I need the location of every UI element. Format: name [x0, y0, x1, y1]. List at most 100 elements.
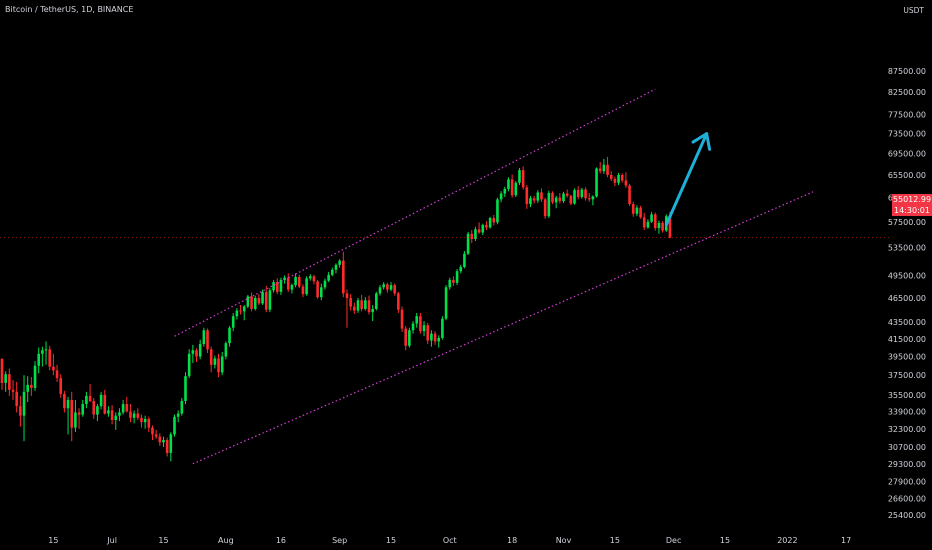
- candle-body: [415, 316, 419, 324]
- price-tick-label: 46500.00: [888, 294, 926, 303]
- candle-body: [650, 214, 653, 222]
- candle-body: [371, 308, 374, 313]
- date-tick-label: 17: [841, 536, 851, 545]
- candle-body: [294, 276, 297, 286]
- candle-body: [386, 284, 389, 290]
- quote-unit-label: USDT: [903, 6, 924, 15]
- date-tick-label: Dec: [666, 536, 681, 545]
- candle-body: [606, 164, 609, 175]
- price-tick-label: 65500.00: [888, 171, 926, 180]
- price-tick-label: 53500.00: [888, 244, 926, 253]
- candle-body: [426, 325, 430, 341]
- price-tick-label: 73500.00: [888, 130, 926, 139]
- forecast-arrow-head: [691, 132, 712, 151]
- candle-body: [598, 168, 602, 172]
- candle-body: [591, 196, 595, 200]
- candle-body: [452, 279, 455, 283]
- candle-body: [184, 376, 187, 401]
- candle-body: [404, 328, 407, 346]
- candle-body: [264, 291, 268, 310]
- candle-body: [378, 287, 382, 294]
- drawings: [0, 88, 892, 465]
- candle-body: [521, 170, 525, 188]
- candle-body: [8, 374, 11, 390]
- candle-body: [118, 412, 121, 416]
- candle-body: [99, 394, 103, 407]
- chart-title: Bitcoin / TetherUS, 1D, BINANCE: [5, 5, 134, 14]
- date-axis[interactable]: 15 Jul 15 Aug 16 Sep 15 Oct 18 Nov 15 Dec 15 2022 17: [48, 536, 851, 545]
- candle-body: [448, 279, 452, 288]
- candle-body: [536, 192, 540, 201]
- candle-body: [345, 293, 349, 298]
- candle-body: [602, 164, 606, 172]
- date-tick-label: 18: [507, 536, 517, 545]
- price-tick-label: 43500.00: [888, 318, 926, 327]
- candle-body: [147, 418, 151, 428]
- candle-body: [353, 306, 356, 311]
- candle-body: [430, 333, 433, 341]
- price-tick-label: 82500.00: [888, 88, 926, 97]
- candle-body: [103, 394, 107, 414]
- candle-body: [422, 325, 426, 332]
- candle-body: [338, 260, 341, 265]
- candle-body: [209, 349, 213, 365]
- candle-body: [30, 384, 33, 388]
- candle-body: [441, 318, 444, 338]
- candle-body: [11, 389, 15, 392]
- candle-body: [525, 187, 529, 205]
- candle-body: [129, 411, 132, 418]
- candle-body: [507, 179, 510, 189]
- candle-body: [646, 221, 650, 228]
- candle-body: [397, 293, 400, 310]
- candle-body: [334, 264, 338, 270]
- candle-body: [485, 224, 488, 228]
- date-tick-label: 15: [610, 536, 620, 545]
- candle-body: [114, 415, 118, 420]
- candle-body: [444, 287, 448, 319]
- candle-body: [143, 418, 147, 423]
- candle-body: [297, 276, 301, 287]
- price-tick-label: 25400.00: [888, 511, 926, 520]
- candle-body: [584, 189, 587, 199]
- candle-body: [206, 330, 209, 350]
- candle-body: [580, 189, 584, 198]
- candle-body: [639, 207, 642, 218]
- candle-body: [492, 218, 496, 223]
- candle-body: [213, 358, 217, 365]
- candle-body: [96, 406, 99, 415]
- candle-body: [562, 193, 565, 202]
- price-axis[interactable]: 87500.00 82500.00 77500.00 73500.00 69500.00…: [888, 67, 926, 520]
- candle-body: [140, 417, 143, 423]
- candle-body: [110, 410, 114, 420]
- candle-body: [661, 223, 664, 231]
- candle-body: [279, 279, 283, 292]
- price-tick-label: 29300.00: [888, 460, 926, 469]
- date-tick-label: 15: [720, 536, 730, 545]
- candle-body: [499, 193, 503, 200]
- candle-body: [176, 413, 180, 417]
- candle-body: [529, 198, 532, 205]
- candle-body: [242, 306, 246, 312]
- candle-body: [272, 282, 275, 291]
- date-tick-label: Jul: [106, 536, 117, 545]
- candle-body: [195, 350, 198, 357]
- candle-body: [250, 296, 253, 309]
- candle-body: [19, 406, 22, 416]
- candle-body: [543, 199, 547, 217]
- candle-body: [151, 427, 154, 435]
- channel-lower-line: [192, 191, 814, 465]
- candle-body: [44, 349, 48, 351]
- candle-body: [551, 192, 554, 203]
- channel-upper-line: [174, 88, 656, 337]
- candle-body: [0, 358, 4, 383]
- candle-body: [474, 229, 477, 240]
- candle-body: [88, 395, 92, 401]
- candle-body: [92, 400, 96, 415]
- candle-body: [569, 195, 573, 204]
- candle-body: [393, 285, 396, 294]
- bar-countdown: 14:30:01: [894, 206, 930, 215]
- candle-body: [268, 290, 272, 310]
- candle-body: [319, 287, 323, 298]
- candle-body: [63, 393, 66, 409]
